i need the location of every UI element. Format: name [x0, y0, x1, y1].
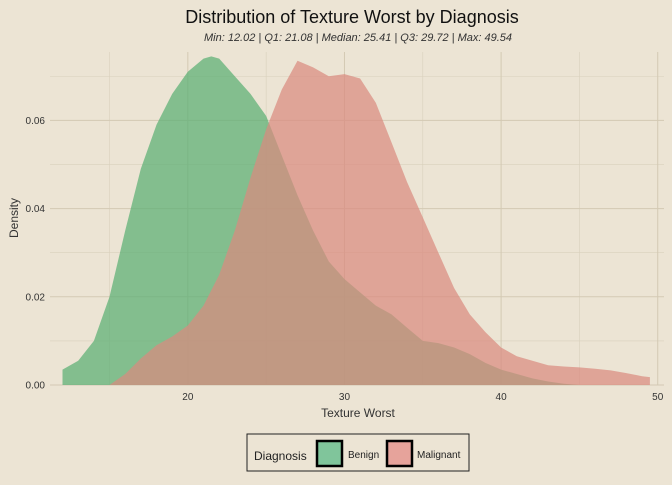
y-tick-label-0: 0.00	[26, 381, 46, 392]
y-axis-label: Density	[7, 198, 21, 238]
chart-title: Distribution of Texture Worst by Diagnos…	[185, 7, 518, 27]
legend-label-benign: Benign	[348, 450, 379, 461]
y-tick-label-1: 0.02	[26, 292, 46, 303]
x-tick-label-2: 40	[496, 392, 508, 403]
legend-title: Diagnosis	[254, 449, 307, 463]
density-area-benign	[62, 56, 580, 386]
legend-key-benign	[315, 439, 344, 468]
x-tick-label-1: 30	[339, 392, 351, 403]
x-axis-label: Texture Worst	[321, 406, 395, 420]
chart-subtitle: Min: 12.02 | Q1: 21.08 | Median: 25.41 |…	[204, 32, 512, 44]
y-tick-label-3: 0.06	[26, 116, 46, 127]
axis-ticks: 20 30 40 50 0.00 0.02 0.04 0.06	[26, 116, 664, 403]
y-tick-label-2: 0.04	[26, 204, 46, 215]
legend-label-malignant: Malignant	[417, 450, 461, 461]
density-areas	[62, 56, 650, 386]
legend-box	[246, 433, 470, 472]
density-area-malignant	[109, 60, 650, 386]
legend: Diagnosis Benign Malignant	[246, 433, 470, 472]
x-tick-label-0: 20	[182, 392, 194, 403]
legend-key-malignant	[385, 439, 414, 468]
x-tick-label-3: 50	[652, 392, 664, 403]
